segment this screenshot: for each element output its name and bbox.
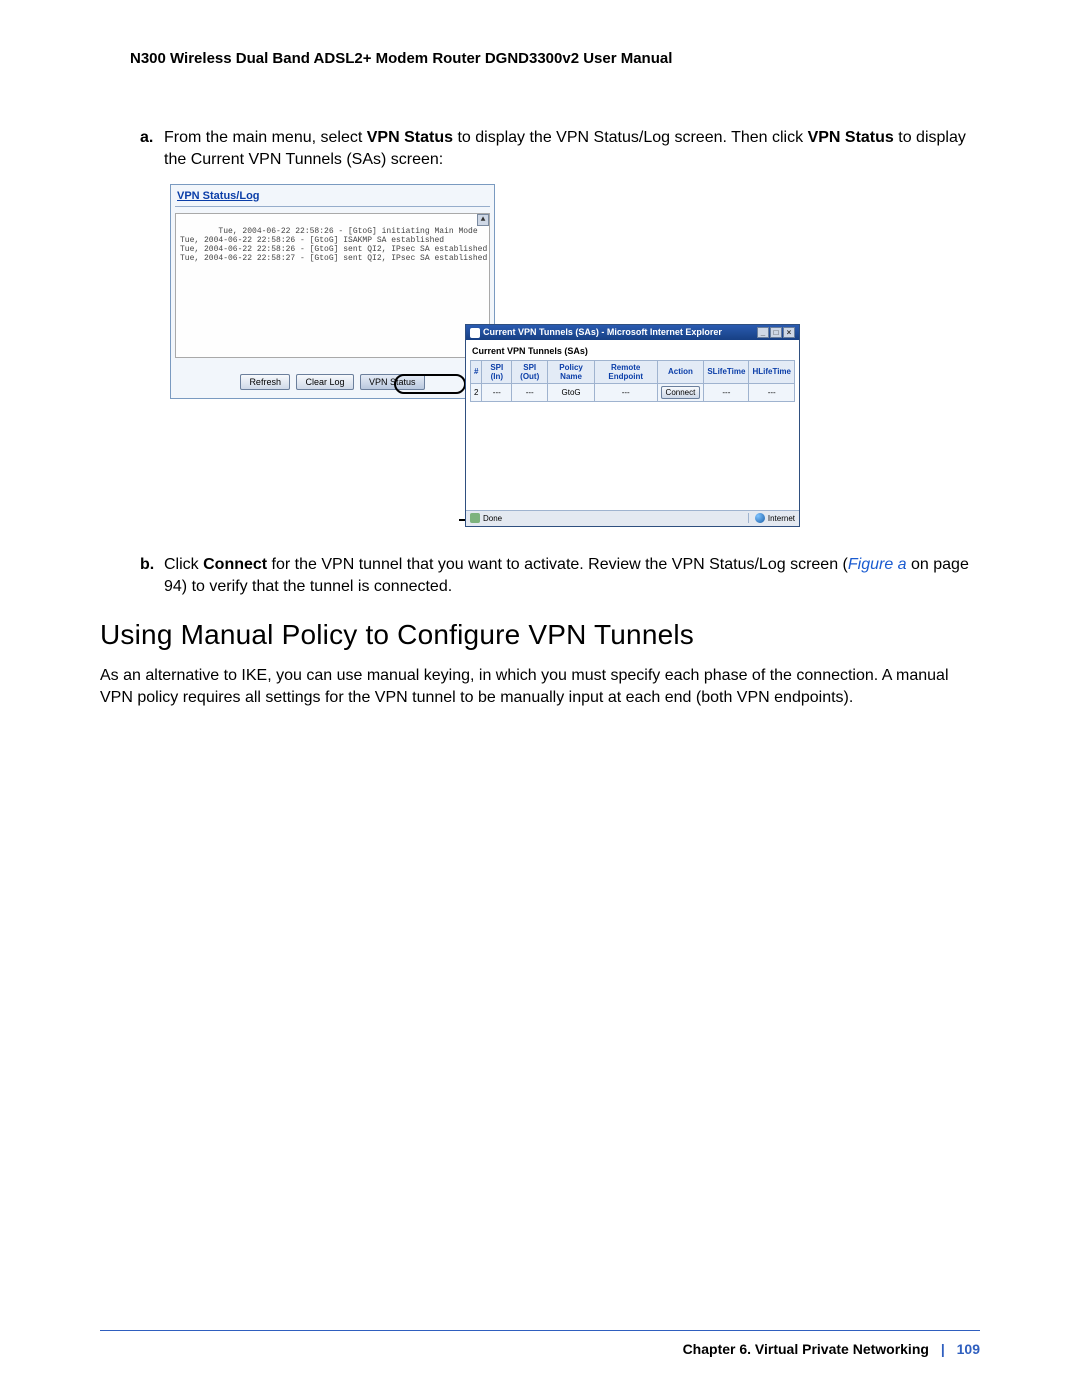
step-b: b. Click Connect for the VPN tunnel that…	[140, 554, 980, 599]
step-a: a. From the main menu, select VPN Status…	[140, 127, 980, 172]
step-a-text: From the main menu, select VPN Status to…	[164, 127, 980, 172]
refresh-button[interactable]: Refresh	[240, 374, 290, 390]
col-remote: Remote Endpoint	[594, 360, 657, 383]
ie-statusbar: Done Internet	[466, 510, 799, 526]
footer-page: 109	[957, 1341, 980, 1357]
vpn-status-button[interactable]: VPN Status	[360, 374, 425, 390]
divider	[175, 206, 490, 207]
step-a-letter: a.	[140, 127, 164, 172]
step-b-mid: for the VPN tunnel that you want to acti…	[267, 556, 848, 573]
cell-remote: ---	[594, 383, 657, 401]
close-icon[interactable]: ×	[783, 327, 795, 338]
footer-rule	[100, 1330, 980, 1331]
col-action: Action	[657, 360, 704, 383]
vpn-tunnels-table: # SPI (In) SPI (Out) Policy Name Remote …	[470, 360, 795, 402]
cell-slife: ---	[704, 383, 749, 401]
cell-hlife: ---	[749, 383, 795, 401]
col-slife: SLifeTime	[704, 360, 749, 383]
cell-action: Connect	[657, 383, 704, 401]
scroll-up-icon[interactable]: ▲	[477, 214, 489, 226]
ie-subtitle: Current VPN Tunnels (SAs)	[466, 340, 799, 360]
ie-title-text: Current VPN Tunnels (SAs) - Microsoft In…	[470, 327, 722, 338]
step-b-letter: b.	[140, 554, 164, 599]
minimize-icon[interactable]: _	[757, 327, 769, 338]
cell-spi-in: ---	[482, 383, 512, 401]
ie-titlebar: Current VPN Tunnels (SAs) - Microsoft In…	[466, 325, 799, 340]
page-footer: Chapter 6. Virtual Private Networking | …	[683, 1341, 980, 1357]
col-num: #	[471, 360, 482, 383]
maximize-icon[interactable]: □	[770, 327, 782, 338]
cell-num: 2	[471, 383, 482, 401]
connect-button[interactable]: Connect	[661, 386, 701, 399]
vpn-log-button-row: Refresh Clear Log VPN Status	[171, 370, 494, 396]
cell-spi-out: ---	[512, 383, 548, 401]
manual-header: N300 Wireless Dual Band ADSL2+ Modem Rou…	[130, 50, 980, 67]
cell-policy: GtoG	[548, 383, 595, 401]
section-paragraph: As an alternative to IKE, you can use ma…	[100, 665, 980, 710]
col-spi-in: SPI (In)	[482, 360, 512, 383]
step-a-bold2: VPN Status	[808, 129, 894, 146]
step-b-bold1: Connect	[203, 556, 267, 573]
step-a-pre: From the main menu, select	[164, 129, 367, 146]
status-done: Done	[483, 514, 502, 523]
step-b-text: Click Connect for the VPN tunnel that yo…	[164, 554, 980, 599]
table-header-row: # SPI (In) SPI (Out) Policy Name Remote …	[471, 360, 795, 383]
step-a-mid: to display the VPN Status/Log screen. Th…	[453, 129, 808, 146]
col-hlife: HLifeTime	[749, 360, 795, 383]
figure-link[interactable]: Figure a	[848, 556, 907, 573]
section-heading: Using Manual Policy to Configure VPN Tun…	[100, 619, 980, 651]
footer-chapter: Chapter 6. Virtual Private Networking	[683, 1341, 929, 1357]
col-spi-out: SPI (Out)	[512, 360, 548, 383]
status-internet: Internet	[768, 514, 795, 523]
step-b-pre: Click	[164, 556, 203, 573]
step-a-bold1: VPN Status	[367, 129, 453, 146]
figure-composite: VPN Status/Log Tue, 2004-06-22 22:58:26 …	[170, 184, 980, 534]
ie-window: Current VPN Tunnels (SAs) - Microsoft In…	[465, 324, 800, 527]
vpn-log-lines: Tue, 2004-06-22 22:58:26 - [GtoG] initia…	[180, 227, 487, 263]
vpn-status-log-panel: VPN Status/Log Tue, 2004-06-22 22:58:26 …	[170, 184, 495, 399]
vpn-status-log-title[interactable]: VPN Status/Log	[171, 185, 494, 206]
vpn-log-textarea[interactable]: Tue, 2004-06-22 22:58:26 - [GtoG] initia…	[175, 213, 490, 358]
col-policy: Policy Name	[548, 360, 595, 383]
table-row: 2 --- --- GtoG --- Connect --- ---	[471, 383, 795, 401]
internet-icon	[755, 513, 765, 523]
footer-sep: |	[941, 1341, 945, 1357]
done-icon	[470, 513, 480, 523]
clear-log-button[interactable]: Clear Log	[296, 374, 353, 390]
window-controls: _ □ ×	[757, 327, 795, 338]
